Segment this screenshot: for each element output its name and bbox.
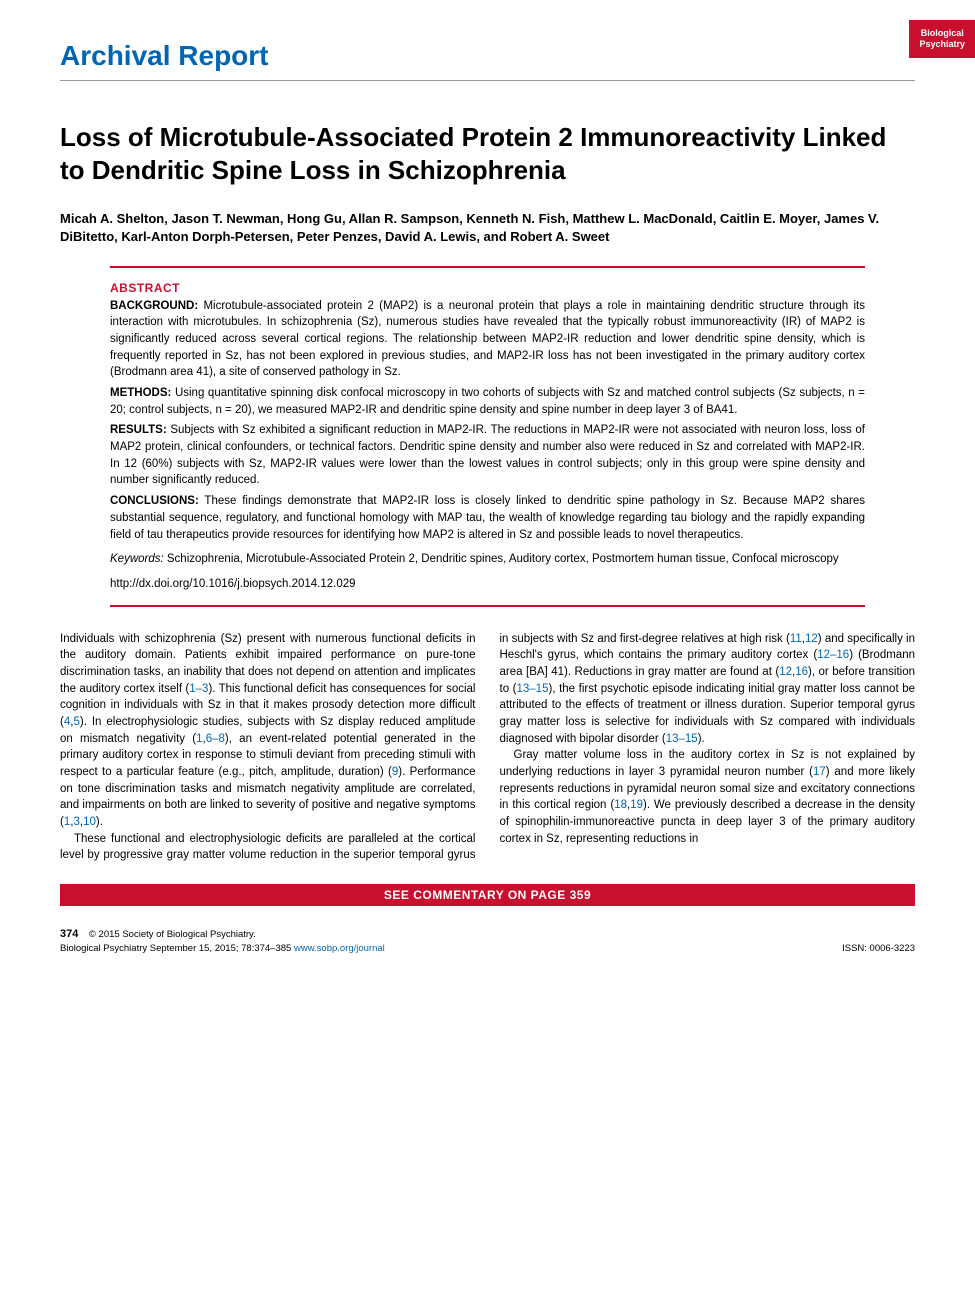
body-paragraph-1: Individuals with schizophrenia (Sz) pres… xyxy=(60,631,476,831)
ref-link[interactable]: 19 xyxy=(630,799,643,811)
doi-link[interactable]: http://dx.doi.org/10.1016/j.biopsych.201… xyxy=(110,576,865,593)
body-paragraph-3: Gray matter volume loss in the auditory … xyxy=(500,747,916,847)
ref-link[interactable]: 12 xyxy=(805,633,818,645)
abstract-heading: ABSTRACT xyxy=(110,280,865,297)
ref-link[interactable]: 18 xyxy=(614,799,627,811)
journal-tab-line1: Biological xyxy=(921,28,964,38)
keywords-label: Keywords: xyxy=(110,553,164,565)
commentary-bar: SEE COMMENTARY ON PAGE 359 xyxy=(60,884,915,906)
footer-left-1: 374 © 2015 Society of Biological Psychia… xyxy=(60,927,256,942)
abstract-conclusions-text: These findings demonstrate that MAP2-IR … xyxy=(110,495,865,540)
abstract-conclusions-label: CONCLUSIONS: xyxy=(110,495,199,507)
ref-link[interactable]: 12–16 xyxy=(817,649,849,661)
journal-tab: Biological Psychiatry xyxy=(909,20,975,58)
abstract-methods: METHODS: Using quantitative spinning dis… xyxy=(110,385,865,418)
footer-row-2: Biological Psychiatry September 15, 2015… xyxy=(60,942,915,955)
article-title: Loss of Microtubule-Associated Protein 2… xyxy=(60,121,915,186)
ref-link[interactable]: 13–15 xyxy=(517,683,549,695)
page-footer: 374 © 2015 Society of Biological Psychia… xyxy=(60,926,915,956)
abstract-background: BACKGROUND: Microtubule-associated prote… xyxy=(110,298,865,381)
ref-link[interactable]: 1–3 xyxy=(189,683,208,695)
ref-link[interactable]: 17 xyxy=(813,766,826,778)
ref-link[interactable]: 12 xyxy=(779,666,792,678)
abstract-results-text: Subjects with Sz exhibited a significant… xyxy=(110,424,865,486)
abstract-block: ABSTRACT BACKGROUND: Microtubule-associa… xyxy=(110,280,865,592)
journal-tab-line2: Psychiatry xyxy=(919,39,965,49)
ref-link[interactable]: 11 xyxy=(790,633,802,645)
citation-text: Biological Psychiatry September 15, 2015… xyxy=(60,943,294,954)
ref-link[interactable]: 6–8 xyxy=(206,733,225,745)
abstract-background-label: BACKGROUND: xyxy=(110,300,198,312)
keywords-text: Schizophrenia, Microtubule-Associated Pr… xyxy=(167,553,839,565)
keywords: Keywords: Schizophrenia, Microtubule-Ass… xyxy=(110,551,865,568)
ref-link[interactable]: 13–15 xyxy=(666,733,698,745)
ref-link[interactable]: 10 xyxy=(83,816,96,828)
abstract-results-label: RESULTS: xyxy=(110,424,167,436)
abstract-results: RESULTS: Subjects with Sz exhibited a si… xyxy=(110,422,865,489)
abstract-methods-text: Using quantitative spinning disk confoca… xyxy=(110,387,865,416)
footer-left-2: Biological Psychiatry September 15, 2015… xyxy=(60,942,385,955)
section-label: Archival Report xyxy=(60,40,915,72)
author-list: Micah A. Shelton, Jason T. Newman, Hong … xyxy=(60,210,915,246)
abstract-conclusions: CONCLUSIONS: These findings demonstrate … xyxy=(110,493,865,543)
body-text: Individuals with schizophrenia (Sz) pres… xyxy=(60,631,915,864)
section-rule xyxy=(60,80,915,81)
ref-link[interactable]: 16 xyxy=(795,666,808,678)
abstract-methods-label: METHODS: xyxy=(110,387,171,399)
footer-row-1: 374 © 2015 Society of Biological Psychia… xyxy=(60,927,915,942)
copyright-text: © 2015 Society of Biological Psychiatry. xyxy=(89,929,256,940)
issn-text: ISSN: 0006-3223 xyxy=(842,942,915,955)
page-number: 374 xyxy=(60,928,78,940)
abstract-background-text: Microtubule-associated protein 2 (MAP2) … xyxy=(110,300,865,379)
abstract-rule-bottom xyxy=(110,605,865,607)
abstract-rule-top xyxy=(110,266,865,268)
journal-url[interactable]: www.sobp.org/journal xyxy=(294,943,385,954)
